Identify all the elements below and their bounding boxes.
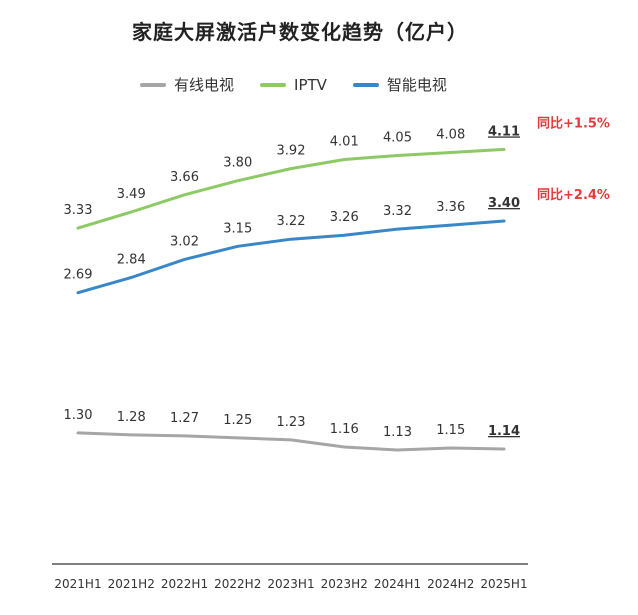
x-tick-label: 2023H2 xyxy=(321,577,368,591)
data-label-iptv: 3.33 xyxy=(64,203,93,218)
data-label-smart-tv: 2.69 xyxy=(64,268,93,283)
legend-swatch-iptv xyxy=(260,82,287,87)
data-label-iptv: 3.92 xyxy=(277,144,306,159)
data-label-smart-tv: 3.26 xyxy=(330,210,359,225)
data-label-cable: 1.16 xyxy=(330,422,359,437)
data-label-cable: 1.28 xyxy=(117,410,146,425)
x-tick-label: 2021H2 xyxy=(108,577,155,591)
x-tick-label: 2024H1 xyxy=(374,577,421,591)
data-label-cable: 1.25 xyxy=(223,413,252,428)
yoy-annotation-iptv: 同比+1.5% xyxy=(537,115,610,131)
legend-label-cable: 有线电视 xyxy=(174,76,235,94)
data-label-smart-tv: 3.32 xyxy=(383,204,412,219)
data-label-iptv: 3.66 xyxy=(170,170,199,185)
data-label-iptv: 4.08 xyxy=(436,127,465,142)
series-line-smart-tv xyxy=(76,219,506,295)
x-tick-label: 2022H1 xyxy=(161,577,208,591)
data-label-cable: 1.27 xyxy=(170,411,199,426)
x-tick-label: 2024H2 xyxy=(427,577,474,591)
x-tick-label: 2025H1 xyxy=(480,577,527,591)
legend-item-cable: 有线电视 xyxy=(140,74,234,95)
data-label-cable: 1.30 xyxy=(64,408,93,423)
legend-label-iptv: IPTV xyxy=(294,75,327,94)
data-label-cable: 1.15 xyxy=(436,423,465,438)
data-label-cable: 1.23 xyxy=(277,415,306,430)
data-label-iptv: 3.80 xyxy=(223,156,252,171)
legend-label-smart-tv: 智能电视 xyxy=(386,76,447,94)
data-label-iptv: 3.49 xyxy=(117,187,146,202)
legend-item-iptv: IPTV xyxy=(260,76,327,94)
legend-swatch-smart-tv xyxy=(352,82,379,87)
data-label-iptv: 4.05 xyxy=(383,130,412,145)
yoy-annotation-smart-tv: 同比+2.4% xyxy=(537,187,610,203)
chart-legend: 有线电视 IPTV 智能电视 xyxy=(140,74,447,95)
data-label-smart-tv: 3.40 xyxy=(488,196,520,211)
data-label-iptv: 4.11 xyxy=(488,124,520,139)
series-line-cable xyxy=(76,431,506,452)
legend-swatch-cable xyxy=(140,82,166,87)
data-label-smart-tv: 3.02 xyxy=(170,234,199,249)
data-label-cable: 1.13 xyxy=(383,425,412,440)
x-tick-label: 2022H2 xyxy=(214,577,261,591)
x-tick-label: 2021H1 xyxy=(54,577,101,591)
data-label-iptv: 4.01 xyxy=(330,135,359,150)
data-label-smart-tv: 3.22 xyxy=(277,214,306,229)
data-label-smart-tv: 2.84 xyxy=(117,253,146,268)
series-line-iptv xyxy=(76,147,506,230)
data-label-cable: 1.14 xyxy=(488,424,520,439)
chart-title: 家庭大屏激活户数变化趋势（亿户） xyxy=(132,20,468,44)
data-label-smart-tv: 3.36 xyxy=(436,200,465,215)
legend-item-smart-tv: 智能电视 xyxy=(352,74,447,95)
x-tick-label: 2023H1 xyxy=(267,577,314,591)
data-label-smart-tv: 3.15 xyxy=(223,221,252,236)
